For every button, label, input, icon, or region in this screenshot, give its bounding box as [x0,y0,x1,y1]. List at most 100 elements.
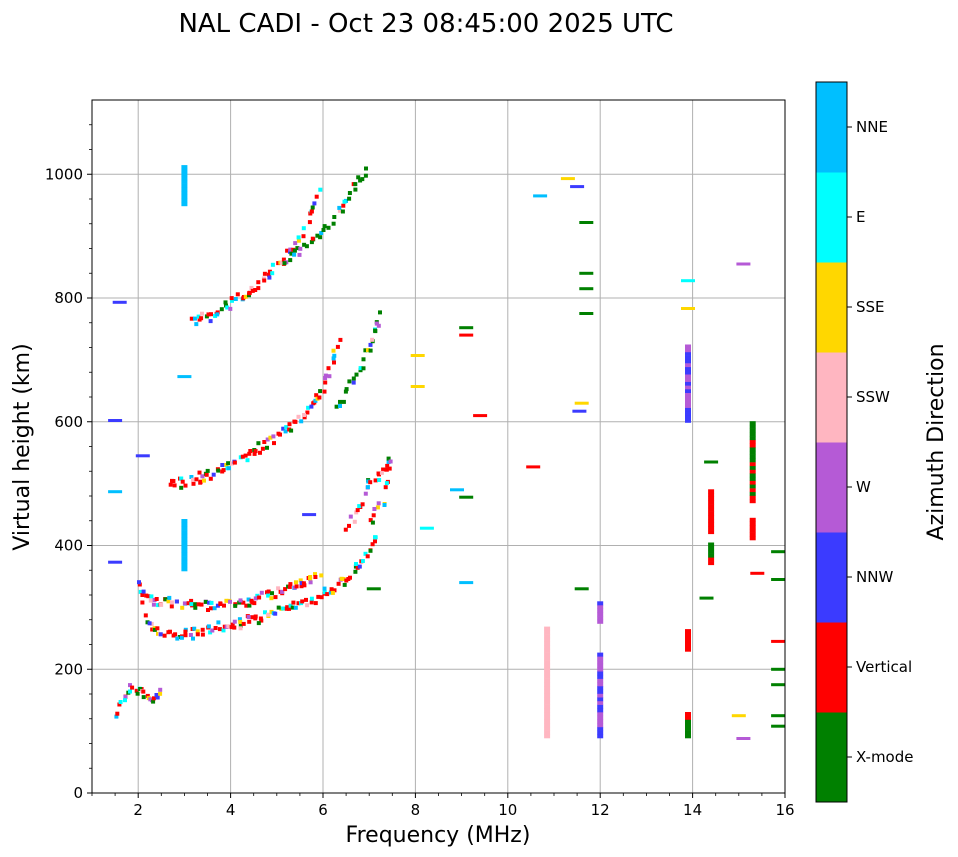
trace-pixel [247,290,252,295]
trace-pixel [296,238,301,243]
trace-pixel [288,258,293,263]
trace-pixel [196,602,201,607]
trace-pixel [199,316,204,321]
column-pixel [597,712,604,716]
chart-title: NAL CADI - Oct 23 08:45:00 2025 UTC [178,9,673,39]
trace-pixel [296,235,301,240]
trace-pixel [155,695,160,700]
trace-pixel [168,629,172,634]
trace-pixel [322,590,327,595]
trace-pixel [310,205,315,210]
trace-pixel [354,562,358,566]
x-axis-label: Frequency (MHz) [346,823,531,848]
trace-pixel [241,621,246,626]
column-pixel [749,428,756,433]
trace-pixel [301,581,306,586]
trace-pixel [388,459,393,464]
trace-pixel [247,451,252,456]
column-pixel [597,601,604,606]
trace-pixel [166,599,171,604]
trace-pixel [189,475,194,479]
trace-pixel [316,594,321,599]
column-pixel [685,403,691,408]
trace-pixel [276,586,281,591]
column-pixel [685,723,691,728]
column-pixel [597,726,604,731]
trace-pixel [256,441,261,446]
trace-pixel [215,603,220,608]
column-pixel [544,634,551,639]
trace-pixel [281,426,286,431]
trace-pixel [212,606,217,611]
column-pixel [749,465,756,470]
trace-pixel [193,316,197,321]
trace-pixel [238,626,243,631]
trace-pixel [230,298,234,303]
trace-pixel [318,235,323,240]
trace-pixel [341,203,346,208]
trace-pixel [343,389,348,394]
colorbar-segment [816,622,847,713]
trace-pixel [217,627,222,632]
column-pixel [749,458,756,463]
trace-pixel [220,463,225,467]
column-pixel [181,191,188,195]
column-pixel [749,521,756,526]
trace-pixel [169,600,174,605]
trace-pixel [179,485,184,490]
trace-pixel [225,305,230,310]
trace-pixel [216,468,221,473]
column-pixel [181,533,188,538]
column-pixel [685,730,691,735]
trace-pixel [191,477,195,482]
column-pixel [544,734,551,739]
trace-pixel [302,415,307,420]
trace-pixel [292,252,297,257]
column-pixel [544,648,551,653]
trace-pixel [140,600,145,605]
column-pixel [749,536,756,541]
isolated-echo [731,714,746,718]
trace-pixel [162,633,167,638]
trace-pixel [156,631,160,636]
column-pixel [597,674,604,679]
trace-pixel [205,468,210,473]
column-pixel [749,517,756,522]
trace-pixel [221,628,226,633]
trace-pixel [381,467,386,472]
trace-pixel [211,472,216,477]
isolated-echo [570,185,585,189]
colorbar-segment [816,262,847,353]
column-pixel [181,165,188,170]
trace-pixel [262,271,267,276]
column-pixel [544,704,551,709]
column-pixel [597,697,604,702]
trace-pixel [232,625,237,630]
column-pixel [181,519,188,523]
trace-pixel [232,460,237,465]
trace-pixel [299,581,304,586]
colorbar-label-text: E [856,208,865,226]
trace-pixel [243,453,248,458]
trace-pixel [322,224,327,229]
colorbar-segment [816,442,847,533]
colorbar-label-text: W [856,478,871,496]
trace-pixel [317,395,322,400]
trace-pixel [137,580,141,585]
trace-pixel [260,446,265,451]
trace-pixel [191,481,196,486]
trace-pixel [361,366,366,371]
trace-pixel [252,601,257,606]
trace-pixel [376,501,381,506]
trace-pixel [223,300,228,305]
trace-pixel [309,209,314,214]
column-pixel [685,415,691,419]
isolated-echo [410,385,425,388]
column-pixel [597,612,604,617]
trace-pixel [221,468,226,473]
trace-pixel [199,602,204,607]
column-pixel [597,663,604,668]
trace-pixel [232,619,237,624]
trace-pixel [238,623,243,628]
